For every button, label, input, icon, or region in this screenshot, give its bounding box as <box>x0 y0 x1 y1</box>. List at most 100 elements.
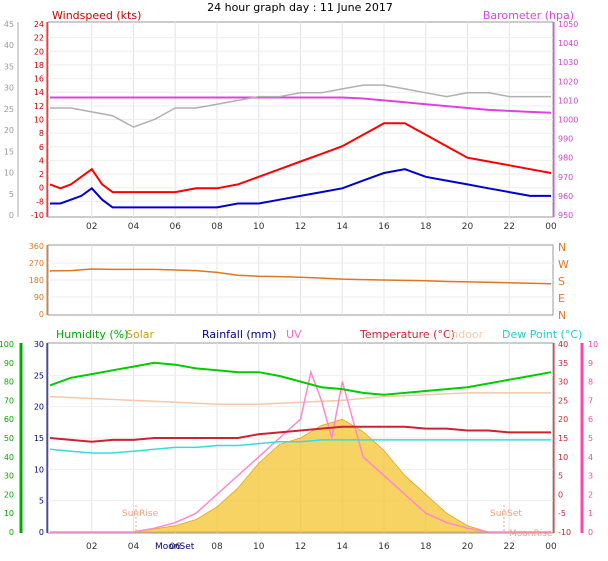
multi-x-tick: 20 <box>462 542 474 552</box>
direction-degree-tick: 90 <box>34 293 44 302</box>
wind-left-tick: 22 <box>34 34 44 43</box>
baro-tick: 1020 <box>558 77 578 86</box>
rain-tick: 0 <box>39 528 44 537</box>
moonrise-label: MoonRise <box>509 529 553 539</box>
direction-compass-tick: W <box>558 258 569 271</box>
wind-left-tick: 4 <box>39 156 44 165</box>
multi-x-tick: 08 <box>211 542 223 552</box>
baro-tick: 980 <box>558 154 573 163</box>
wind-left-tick: -10 <box>31 211 44 220</box>
wind-grid <box>48 22 553 217</box>
series-humidity <box>49 361 552 396</box>
moonset-label: MoonSet <box>155 542 195 552</box>
wind-outer-tick: 10 <box>4 169 14 178</box>
series-gray <box>50 84 551 128</box>
wind-x-tick: 04 <box>128 222 140 232</box>
wind-x-tick: 02 <box>86 222 97 232</box>
wind-outer-tick: 20 <box>4 126 14 135</box>
direction-degree-tick: 180 <box>29 276 44 285</box>
wind-x-tick: 06 <box>170 222 182 232</box>
baro-tick: 960 <box>558 192 573 201</box>
wind-left-tick: 2 <box>39 170 44 179</box>
uv-tick: 2 <box>588 490 593 499</box>
direction-compass-tick: N <box>558 241 566 254</box>
wind-outer-tick: 0 <box>9 211 14 220</box>
wind-series <box>49 84 552 209</box>
baro-tick: 1030 <box>558 58 578 67</box>
direction-grid <box>48 245 553 315</box>
rainfall-label: Rainfall (mm) <box>202 328 276 341</box>
direction-compass-tick: N <box>558 309 566 322</box>
multi-x-tick: 10 <box>253 542 265 552</box>
baro-tick: 950 <box>558 211 573 220</box>
humidity-tick: 80 <box>4 378 14 387</box>
wind-x-tick: 00 <box>545 222 557 232</box>
uv-tick: 5 <box>588 434 593 443</box>
wind-x-tick: 16 <box>378 222 390 232</box>
direction-degree-tick: 360 <box>29 242 44 251</box>
baro-tick: 1000 <box>558 116 578 125</box>
multi-x-tick: 22 <box>504 542 515 552</box>
baro-tick: 1010 <box>558 96 578 105</box>
multi-series <box>49 361 552 533</box>
rain-tick: 10 <box>34 465 44 474</box>
temperature-tick: 40 <box>558 340 568 349</box>
uv-tick: 3 <box>588 472 593 481</box>
humidity-tick: 10 <box>4 509 14 518</box>
series-wind_avg <box>50 168 551 209</box>
multi-x-tick: 06 <box>170 542 182 552</box>
temperature-tick: 15 <box>558 434 568 443</box>
humidity-label: Humidity (%) <box>56 328 128 341</box>
wind-x-tick: 20 <box>462 222 474 232</box>
rain-tick: 30 <box>34 340 44 349</box>
multi-x-tick: 00 <box>545 542 557 552</box>
wind-outer-tick: 5 <box>9 190 14 199</box>
wind-outer-tick-labels: 0 5 10 15 20 25 30 35 40 45 <box>4 20 14 220</box>
direction-degree-labels: 0 90 180 270 360 <box>29 242 44 319</box>
wind-left-tick: 12 <box>34 102 44 111</box>
multi-x-tick: 14 <box>337 542 349 552</box>
wind-outer-tick: 40 <box>4 41 14 50</box>
direction-degree-tick: 270 <box>29 259 44 268</box>
rain-tick: 25 <box>34 371 44 380</box>
wind-left-tick: 0 <box>39 184 44 193</box>
baro-tick: 970 <box>558 173 573 182</box>
series-temp <box>49 425 551 443</box>
wind-x-tick: 14 <box>337 222 349 232</box>
temperature-tick: 0 <box>558 490 563 499</box>
humidity-tick: 30 <box>4 472 14 481</box>
series-dew <box>49 439 551 454</box>
multi-x-tick: 18 <box>420 542 432 552</box>
uv-label: UV <box>286 328 302 341</box>
temperature-tick: 35 <box>558 359 568 368</box>
rain-tick: 15 <box>34 434 44 443</box>
temperature-tick: 30 <box>558 378 568 387</box>
multi-x-tick-labels: 02 04 06 08 10 12 14 16 18 20 22 00 <box>86 542 557 552</box>
temperature-tick: 5 <box>558 472 563 481</box>
series-solar <box>50 418 551 533</box>
windspeed-label: Windspeed (kts) <box>52 9 141 22</box>
series-uv <box>50 369 551 533</box>
wind-left-tick: 18 <box>34 61 44 70</box>
multi-x-tick: 16 <box>378 542 390 552</box>
uv-tick: 7 <box>588 396 593 405</box>
rain-tick-labels: 0 5 10 15 20 25 30 <box>34 340 44 537</box>
uv-tick: 4 <box>588 453 593 462</box>
solar-label: Solar <box>126 328 155 341</box>
direction-degree-tick: 0 <box>39 310 44 319</box>
humidity-tick: 100 <box>0 340 14 349</box>
wind-left-tick: 14 <box>34 88 44 97</box>
wind-x-tick: 18 <box>420 222 432 232</box>
rain-tick: 5 <box>39 497 44 506</box>
wind-outer-tick: 15 <box>4 147 14 156</box>
barometer-label: Barometer (hpa) <box>483 9 574 22</box>
uv-tick-labels: 0 1 2 3 4 5 6 7 8 9 10 <box>588 340 598 537</box>
baro-tick: 990 <box>558 135 573 144</box>
wind-left-tick: 16 <box>34 75 44 84</box>
baro-tick: 1040 <box>558 39 578 48</box>
multi-x-tick: 12 <box>295 542 306 552</box>
wind-outer-tick: 25 <box>4 105 14 114</box>
